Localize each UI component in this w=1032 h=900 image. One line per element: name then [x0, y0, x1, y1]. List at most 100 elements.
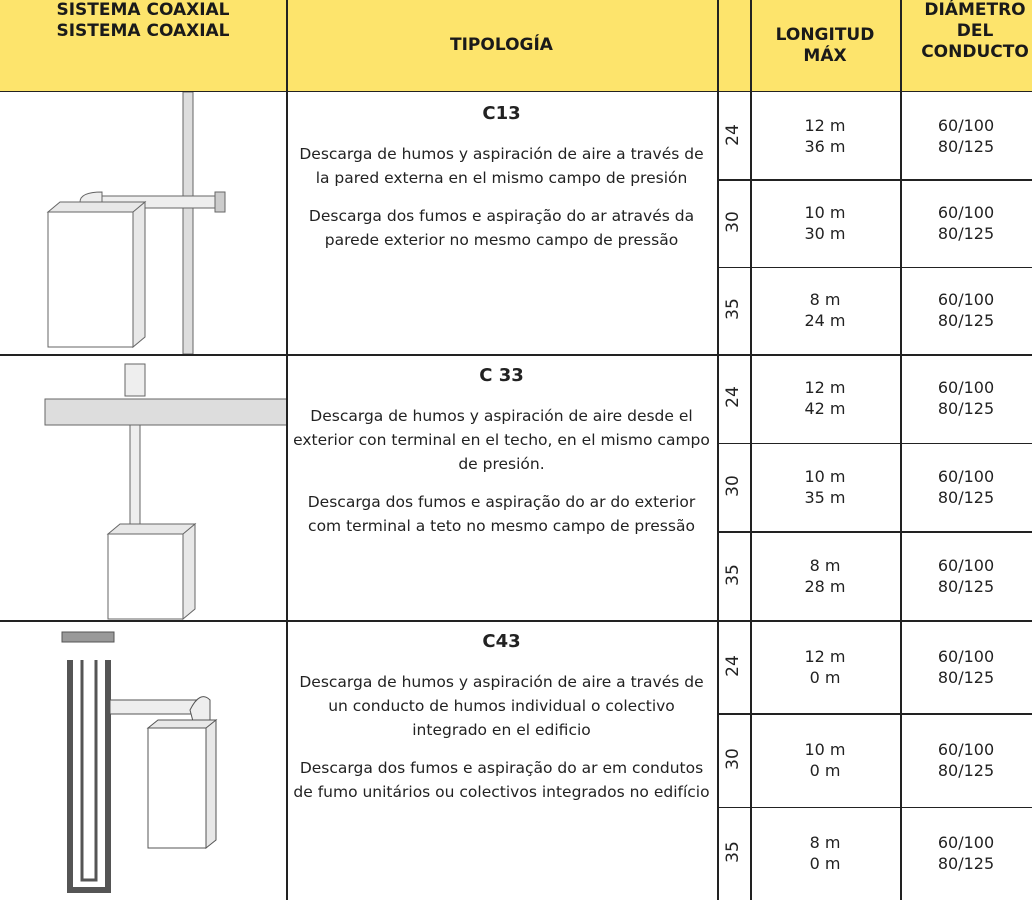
row-line — [717, 531, 1032, 533]
length: 10 m — [804, 739, 846, 759]
length: 42 m — [804, 399, 846, 419]
length-cell: 8 m 24 m — [750, 267, 900, 354]
header-system: SISTEMA COAXIAL SISTEMA COAXIAL — [0, 0, 286, 92]
length-cell: 10 m 30 m — [750, 179, 900, 266]
diameter-cell: 60/100 80/125 — [900, 807, 1032, 900]
length: 28 m — [804, 576, 846, 596]
header-text: TIPOLOGÍA — [450, 35, 553, 55]
length: 0 m — [809, 667, 841, 687]
length-cell: 10 m 35 m — [750, 443, 900, 532]
diameter-cell: 60/100 80/125 — [900, 620, 1032, 713]
header-typology: TIPOLOGÍA — [286, 0, 717, 92]
header-length: LONGITUD MÁX — [750, 0, 900, 92]
length: 12 m — [804, 115, 846, 135]
row-line — [717, 179, 1032, 181]
length: 8 m — [809, 555, 841, 575]
row-line — [717, 806, 1032, 809]
diameter-cell: 60/100 80/125 — [900, 443, 1032, 532]
diameter: 60/100 — [937, 739, 995, 759]
model: 24 — [723, 123, 743, 146]
model: 30 — [723, 211, 743, 233]
diameter: 80/125 — [937, 576, 995, 596]
length: 8 m — [809, 290, 841, 310]
length-cell: 8 m 28 m — [750, 531, 900, 620]
illustration-c43 — [0, 620, 286, 900]
header-text: SISTEMA COAXIAL — [56, 21, 230, 41]
diameter: 80/125 — [937, 667, 995, 687]
diameter: 80/125 — [937, 760, 995, 780]
description-pt: Descarga dos fumos e aspiração do ar atr… — [308, 207, 695, 249]
length: 24 m — [804, 311, 846, 331]
description-es: Descarga de humos y aspiración de aire a… — [299, 145, 704, 187]
diameter-cell: 60/100 80/125 — [900, 179, 1032, 266]
diameter: 60/100 — [937, 378, 995, 398]
diameter-cell: 60/100 80/125 — [900, 531, 1032, 620]
diameter: 60/100 — [937, 290, 995, 310]
model: 24 — [723, 654, 743, 677]
typology-cell: C13 Descarga de humos y aspiración de air… — [286, 92, 717, 354]
model: 35 — [723, 841, 743, 864]
diameter: 80/125 — [937, 487, 995, 507]
diameter: 80/125 — [937, 854, 995, 874]
diameter: 80/125 — [937, 399, 995, 419]
column-line — [750, 0, 752, 900]
header-diameter: DIÁMETRO DEL CONDUCTO — [900, 0, 1032, 92]
row-line — [717, 266, 1032, 269]
column-line — [717, 0, 719, 900]
description-es: Descarga de humos y aspiración de aire a… — [299, 673, 704, 739]
diameter: 60/100 — [937, 466, 995, 486]
description-es: Descarga de humos y aspiración de aire d… — [293, 407, 710, 473]
diameter: 80/125 — [937, 136, 995, 156]
diameter-cell: 60/100 80/125 — [900, 354, 1032, 443]
length: 36 m — [804, 136, 846, 156]
description-pt: Descarga dos fumos e aspiração do ar em … — [293, 759, 710, 801]
illustration-c33 — [0, 354, 286, 620]
model: 35 — [723, 298, 743, 321]
header-empty — [717, 0, 750, 92]
length: 0 m — [809, 760, 841, 780]
diameter-cell: 60/100 80/125 — [900, 713, 1032, 806]
diameter-cell: 60/100 80/125 — [900, 92, 1032, 179]
row-line — [0, 620, 1032, 622]
code: C13 — [482, 103, 521, 124]
typology-cell: C 33 Descarga de humos y aspiración de ai… — [286, 354, 717, 620]
row-line — [0, 354, 1032, 356]
row-line — [717, 713, 1032, 715]
header-text: LONGITUD — [775, 24, 875, 45]
code: C 33 — [479, 365, 524, 386]
length: 10 m — [804, 202, 846, 222]
diameter: 60/100 — [937, 646, 995, 666]
row-line — [717, 442, 1032, 445]
illustration-c13 — [0, 92, 286, 354]
model: 30 — [723, 748, 743, 770]
column-line — [900, 0, 902, 900]
model: 35 — [723, 563, 743, 586]
length: 12 m — [804, 646, 846, 666]
header-text: MÁX — [803, 45, 847, 66]
length: 10 m — [804, 466, 846, 486]
length: 30 m — [804, 223, 846, 243]
length: 12 m — [804, 378, 846, 398]
header-text: DIÁMETRO — [924, 0, 1026, 20]
header-text: SISTEMA COAXIAL — [56, 0, 230, 20]
diameter: 60/100 — [937, 833, 995, 853]
length-cell: 12 m 36 m — [750, 92, 900, 179]
header-text: DEL — [956, 21, 994, 41]
description-pt: Descarga dos fumos e aspiração do ar do … — [307, 493, 696, 535]
diameter: 80/125 — [937, 223, 995, 243]
diameter: 60/100 — [937, 555, 995, 575]
diameter: 80/125 — [937, 311, 995, 331]
diameter-cell: 60/100 80/125 — [900, 267, 1032, 354]
length-cell: 12 m 42 m — [750, 354, 900, 443]
diameter: 60/100 — [937, 202, 995, 222]
code: C43 — [482, 631, 521, 652]
length: 8 m — [809, 833, 841, 853]
typology-cell: C43 Descarga de humos y aspiración de air… — [286, 620, 717, 900]
column-line — [286, 0, 288, 900]
diameter: 60/100 — [937, 115, 995, 135]
length: 35 m — [804, 487, 846, 507]
